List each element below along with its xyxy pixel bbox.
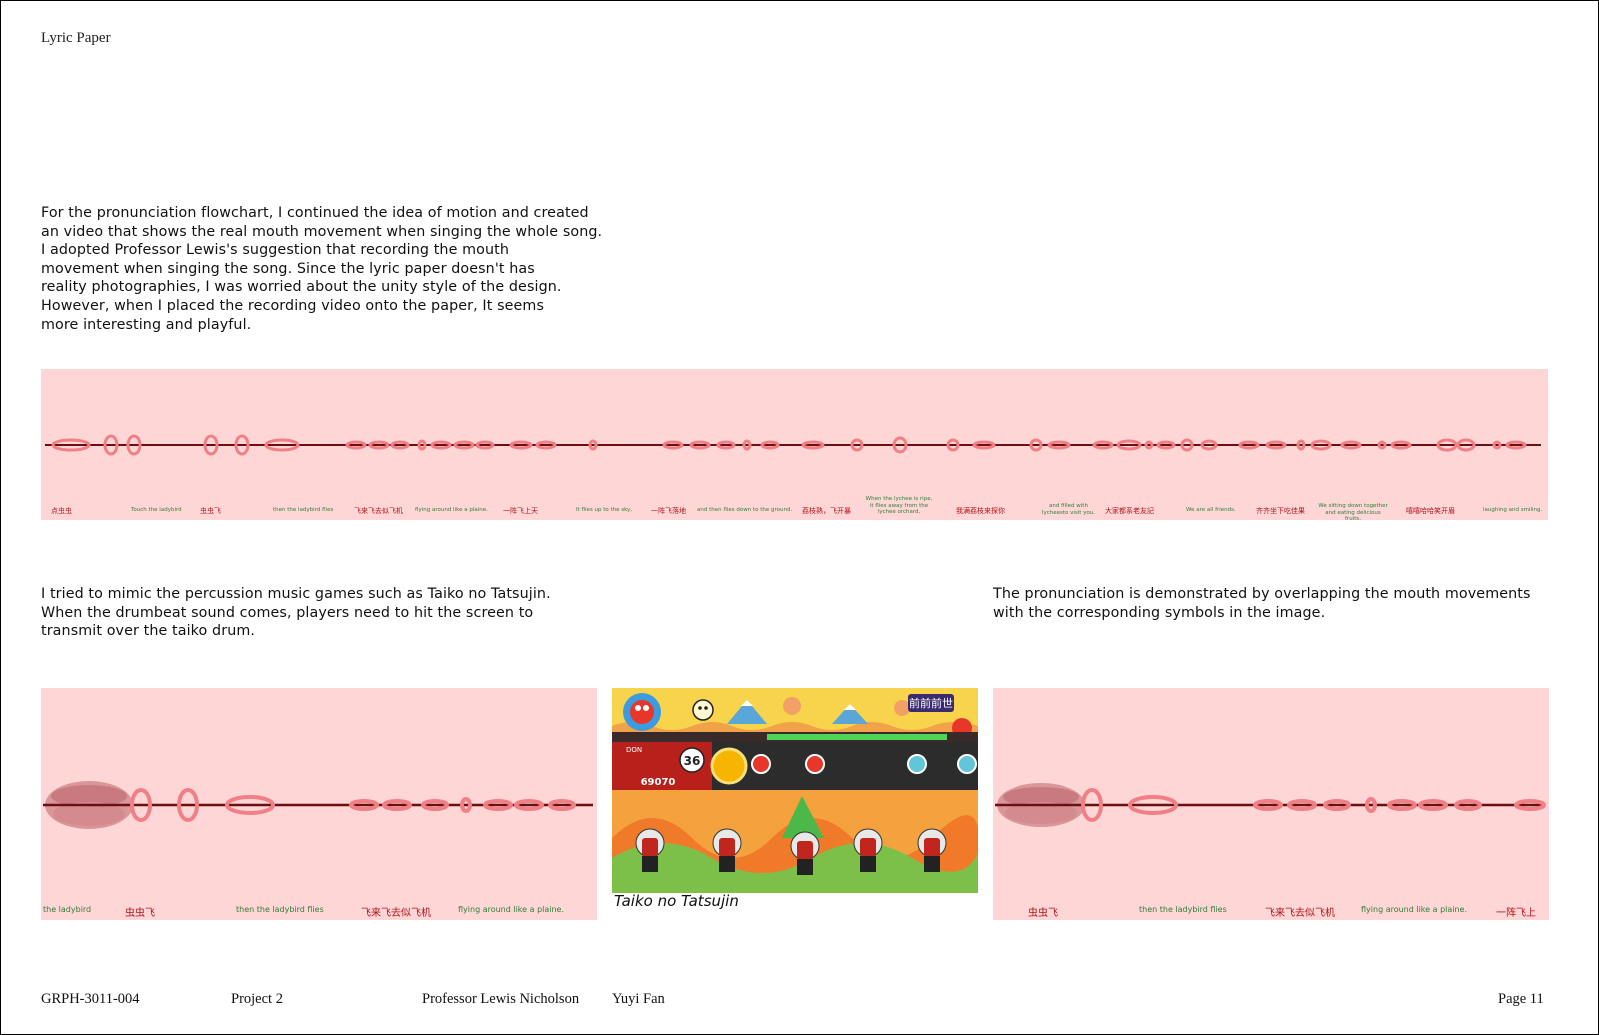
taiko-game-screenshot: 前前前世 DON 36 69070: [612, 688, 978, 893]
combo-counter: 36: [684, 754, 701, 768]
lyric-text: Touch the ladybird: [131, 507, 182, 513]
mouth-overlay-symbols: [995, 783, 1546, 827]
mouth-movement-frame-right: 虫虫飞 then the ladybird flies 飞来飞去似飞机 flyi…: [993, 688, 1549, 920]
lyric-text: We are all friends.: [1186, 507, 1236, 513]
lyric-text: then the ladybird flies: [236, 905, 324, 914]
intro-line: I adopted Professor Lewis's suggestion t…: [41, 242, 510, 259]
player-label: DON: [626, 746, 642, 754]
footer-course: GRPH-3011-004: [41, 991, 140, 1007]
taiko-game-illustration: 前前前世 DON 36 69070: [612, 688, 978, 893]
footer-project: Project 2: [231, 991, 283, 1007]
intro-line: However, when I placed the recording vid…: [41, 297, 545, 314]
pronunciation-paragraph-line: with the corresponding symbols in the im…: [993, 604, 1326, 621]
page-header-title: Lyric Paper: [41, 30, 111, 46]
intro-line: more interesting and playful.: [41, 316, 252, 333]
footer-page-number: Page 11: [1498, 991, 1544, 1007]
lyric-text: 虫虫飞: [1028, 908, 1058, 919]
taiko-paragraph: I tried to mimic the percussion music ga…: [41, 585, 551, 641]
pronunciation-paragraph-line: The pronunciation is demonstrated by ove…: [993, 586, 1531, 602]
lyric-text: 一阵飞上天: [503, 507, 538, 515]
score-display: 69070: [641, 777, 676, 788]
lyric-text: It flies up to the sky,: [576, 507, 633, 513]
lyric-text: 虫虫飞: [200, 507, 221, 515]
lyric-text: 虫虫飞: [125, 908, 155, 919]
lyric-text: then the ladybird flies: [1139, 905, 1227, 914]
intro-line: an video that shows the real mouth movem…: [41, 223, 603, 240]
song-title: 前前前世: [909, 696, 953, 710]
lyric-text: 一阵飞上: [1496, 908, 1536, 919]
mouth-movement-frame-left: the ladybird 虫虫飞 then the ladybird flies…: [41, 688, 597, 920]
intro-line: For the pronunciation flowchart, I conti…: [41, 205, 589, 221]
lyric-text: 我满荔枝来探你: [956, 507, 1005, 515]
lyric-text: 荔枝熟，飞开暴: [802, 507, 851, 515]
pronunciation-paragraph: The pronunciation is demonstrated by ove…: [993, 585, 1531, 622]
lyric-text: then the ladybird flies: [273, 507, 334, 513]
lyric-text: When the lychee is ripe, it flies away f…: [865, 496, 933, 515]
intro-paragraph: For the pronunciation flowchart, I conti…: [41, 204, 602, 334]
lyric-text: flying around like a plaine.: [458, 905, 565, 914]
taiko-paragraph-line: I tried to mimic the percussion music ga…: [41, 586, 551, 602]
pronunciation-symbols: [45, 434, 1541, 456]
lyric-text: 大家都系老友記: [1105, 507, 1154, 515]
mouth-overlay-symbols: [43, 781, 593, 829]
lyric-text: 飞来飞去似飞机: [1265, 908, 1335, 919]
lyric-text: flying around like a plaine.: [415, 507, 488, 513]
lyric-text: 一阵飞落地: [651, 507, 686, 515]
lyric-text: 嘻嘻哈哈笑开眉: [1406, 507, 1455, 515]
lyric-text: 点虫虫: [51, 507, 72, 515]
taiko-paragraph-line: transmit over the taiko drum.: [41, 623, 256, 640]
lyric-text: 齐齐坐下吃佳果: [1256, 507, 1305, 515]
lyric-text: 飞来飞去似飞机: [354, 507, 403, 515]
taiko-caption: Taiko no Tatsujin: [614, 892, 739, 910]
lyric-text: We sitting down together and eating deli…: [1318, 503, 1388, 520]
intro-line: movement when singing the song. Since th…: [41, 260, 535, 277]
lyric-text: the ladybird: [43, 905, 92, 914]
lyric-text: and then flies down to the ground.: [697, 507, 793, 513]
taiko-paragraph-line: When the drumbeat sound comes, players n…: [41, 604, 534, 621]
lyric-text: flying around like a plaine.: [1361, 905, 1468, 914]
lyric-text: 飞来飞去似飞机: [361, 908, 431, 919]
lyric-text: and filled with lycheesto visit you.: [1041, 503, 1096, 516]
intro-line: reality photographies, I was worried abo…: [41, 279, 562, 296]
pronunciation-flowchart-strip: 点虫虫 Touch the ladybird 虫虫飞 then the lady…: [41, 369, 1548, 520]
footer-student: Yuyi Fan: [612, 991, 665, 1007]
footer-professor: Professor Lewis Nicholson: [422, 991, 580, 1007]
lyric-text: laughing and smiling.: [1483, 507, 1543, 513]
